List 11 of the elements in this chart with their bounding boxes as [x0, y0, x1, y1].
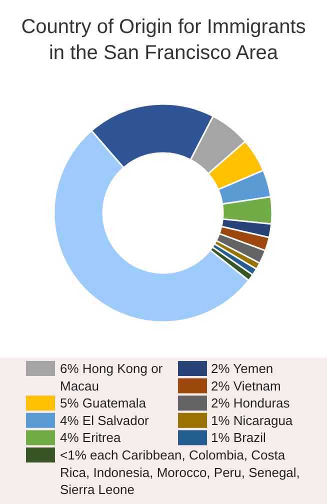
legend-label: <1% each Caribbean, Colombia, Costa Rica, Indonesia, Morocco, Peru, Senegal, Sierra Leone: [60, 448, 300, 498]
legend-label: 2% Yemen: [211, 361, 274, 376]
legend-label: 6% Hong Kong or Macau: [60, 361, 164, 394]
legend-label: 2% Honduras: [211, 396, 290, 411]
legend-label: 5% Guatemala: [60, 396, 147, 411]
legend-label: 4% Eritrea: [60, 430, 122, 446]
legend-label: 1% Brazil: [211, 430, 266, 446]
legend-label: 4% El Salvador: [60, 412, 150, 428]
legend-label: 1% Nicaragua: [211, 412, 294, 428]
legend-label: 2% Vietnam: [211, 378, 281, 394]
chart-title: Country of Origin for Immigrants in the San Francisco Area: [21, 16, 306, 64]
